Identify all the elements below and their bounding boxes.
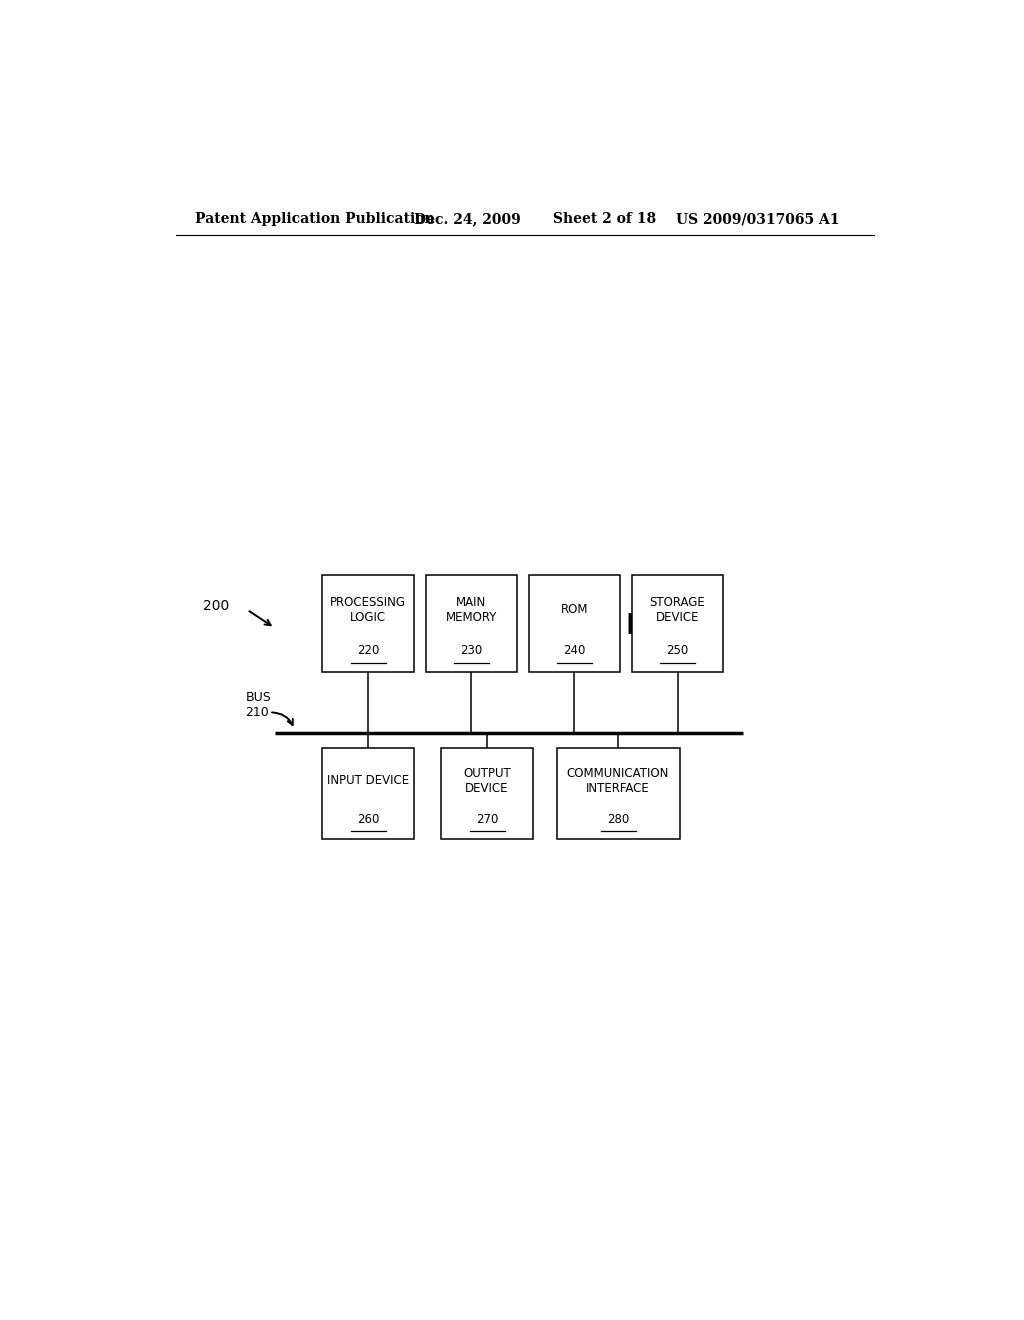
Text: BUS
210: BUS 210: [246, 692, 271, 719]
Text: US 2009/0317065 A1: US 2009/0317065 A1: [676, 213, 839, 227]
Text: 220: 220: [357, 644, 379, 657]
Text: 280: 280: [607, 813, 629, 826]
FancyBboxPatch shape: [323, 576, 414, 672]
Text: MAIN
MEMORY: MAIN MEMORY: [445, 595, 497, 624]
Text: COMMUNICATION
INTERFACE: COMMUNICATION INTERFACE: [567, 767, 670, 795]
FancyBboxPatch shape: [632, 576, 723, 672]
Text: 270: 270: [476, 813, 499, 826]
Text: 230: 230: [460, 644, 482, 657]
FancyBboxPatch shape: [557, 748, 680, 840]
Text: Patent Application Publication: Patent Application Publication: [196, 213, 435, 227]
Text: 200: 200: [204, 598, 229, 612]
Text: 260: 260: [357, 813, 379, 826]
Text: OUTPUT
DEVICE: OUTPUT DEVICE: [463, 767, 511, 795]
FancyBboxPatch shape: [441, 748, 532, 840]
FancyBboxPatch shape: [426, 576, 517, 672]
Text: FIG. 2: FIG. 2: [626, 612, 718, 640]
Text: 240: 240: [563, 644, 586, 657]
Text: ROM: ROM: [561, 603, 588, 616]
Text: 250: 250: [667, 644, 689, 657]
Text: PROCESSING
LOGIC: PROCESSING LOGIC: [330, 595, 407, 624]
FancyBboxPatch shape: [323, 748, 414, 840]
Text: STORAGE
DEVICE: STORAGE DEVICE: [649, 595, 706, 624]
Text: Dec. 24, 2009: Dec. 24, 2009: [414, 213, 530, 227]
Text: Sheet 2 of 18: Sheet 2 of 18: [553, 213, 655, 227]
FancyBboxPatch shape: [528, 576, 620, 672]
Text: INPUT DEVICE: INPUT DEVICE: [327, 775, 410, 787]
